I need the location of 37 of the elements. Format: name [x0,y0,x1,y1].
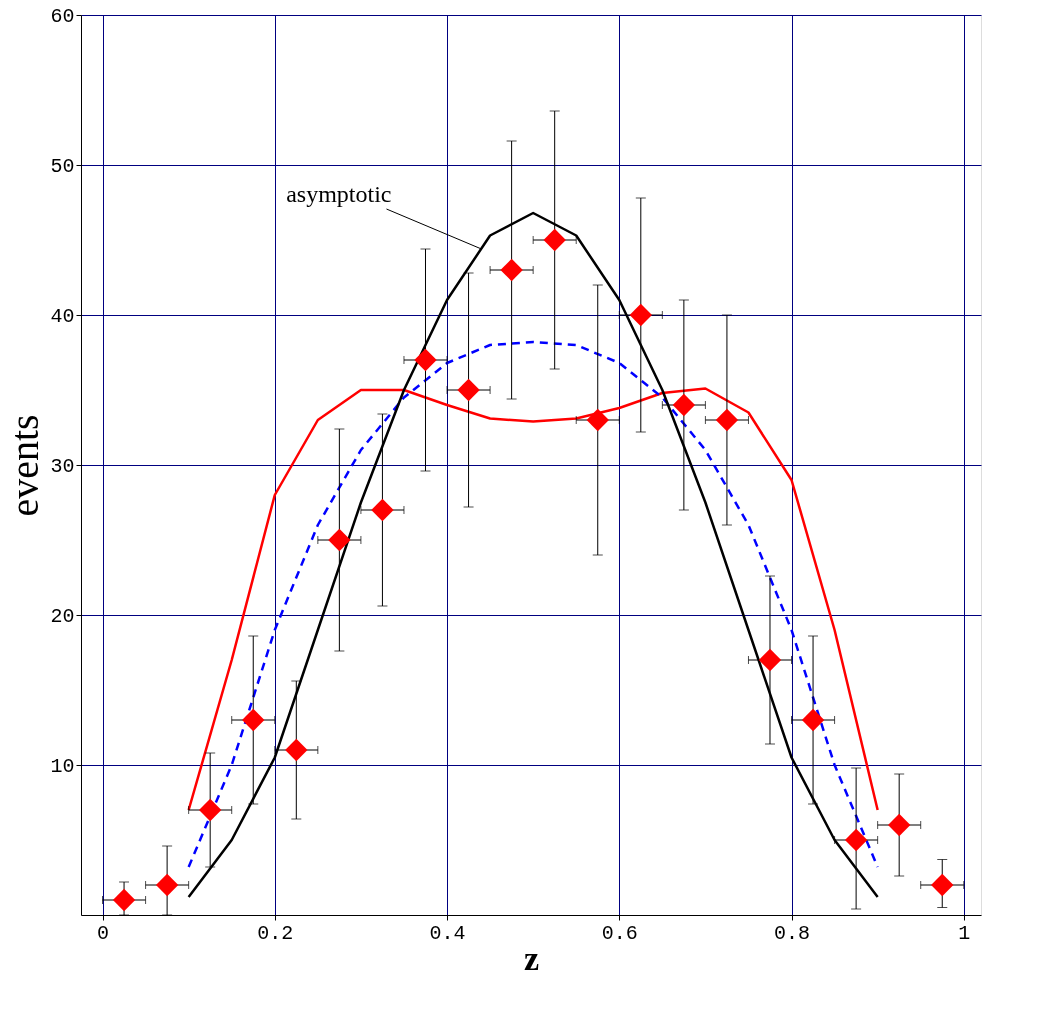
point [500,258,523,282]
y-tick-label: 10 [50,754,75,778]
point [801,708,825,732]
point [328,528,351,552]
point [629,303,652,327]
x-tick-label: 1 [958,921,971,945]
point [155,873,179,897]
x-tick-label: 0.4 [429,921,466,945]
x-tick-label: 0 [97,921,110,945]
point [715,408,739,432]
point [672,393,696,417]
point [242,708,265,732]
point [285,738,308,762]
x-axis-title: z [523,939,540,977]
point [931,873,954,897]
y-tick-label: 50 [50,154,75,178]
point [371,498,394,522]
y-axis-title: events [2,414,48,517]
line-series [187,340,879,869]
point [112,888,136,912]
point [414,348,437,372]
annotation: asymptotic [286,181,392,207]
point [844,828,868,852]
point [586,408,609,432]
point [888,813,911,837]
y-tick-label: 40 [50,304,75,328]
point [543,228,566,252]
point [758,648,782,672]
y-tick-label: 30 [50,454,75,478]
point [457,378,480,402]
line-series [187,387,879,812]
x-tick-label: 0.2 [257,921,294,945]
y-tick-label: 60 [50,4,75,28]
point [199,798,222,822]
y-tick-label: 20 [50,604,75,628]
x-tick-label: 0.8 [774,921,811,945]
x-tick-label: 0.6 [601,921,638,945]
